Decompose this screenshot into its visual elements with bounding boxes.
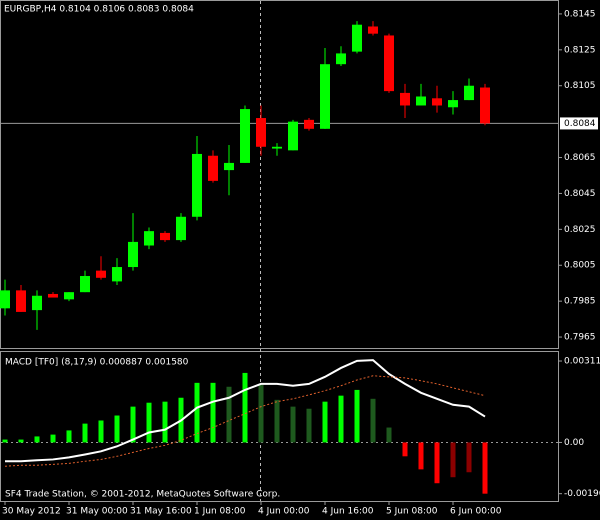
candle-body: [32, 295, 42, 311]
histogram-bar: [242, 372, 248, 443]
candle-body: [192, 153, 202, 217]
candle-body: [320, 64, 330, 129]
indicator-title: MACD [TF0] (8,17,9) 0.000887 0.001580: [5, 358, 189, 368]
x-tick-label: 6 Jun 00:00: [450, 507, 502, 517]
histogram-bar: [130, 406, 136, 443]
macd-panel-frame: [0, 351, 559, 502]
y-tick-label: 0.003115: [564, 357, 600, 367]
x-tick-label: 5 Jun 08:00: [386, 507, 438, 517]
histogram-bar: [210, 382, 216, 443]
price-label: 0.8084: [564, 119, 596, 129]
candle-body: [208, 155, 218, 181]
candle-body: [400, 92, 410, 106]
histogram-bar: [146, 402, 152, 443]
macd-line: [4, 375, 486, 467]
histogram-bar: [370, 398, 376, 443]
candle-body: [144, 231, 154, 246]
histogram-bar: [338, 395, 344, 443]
candle-body: [384, 35, 394, 92]
y-tick-label: 0.7965: [564, 333, 596, 343]
y-tick-label: 0.8125: [564, 45, 596, 55]
y-tick-label: -0.00196: [564, 489, 600, 499]
candle-body: [240, 109, 250, 163]
histogram-bar: [50, 434, 56, 443]
y-tick-label: 0.8145: [564, 9, 596, 19]
histogram-bar: [114, 415, 120, 443]
histogram-bar: [290, 406, 296, 443]
histogram-bar: [386, 427, 392, 443]
x-tick-label: 4 Jun 16:00: [322, 507, 374, 517]
y-tick-label: 0.7985: [564, 297, 596, 307]
histogram-bar: [98, 420, 104, 443]
candle-body: [480, 87, 490, 124]
histogram-bar: [450, 442, 456, 478]
y-tick-label: 0.00: [564, 438, 584, 448]
y-tick-label: 0.8045: [564, 189, 596, 199]
histogram-bar: [434, 442, 440, 484]
chart-title: EURGBP,H4 0.8104 0.8106 0.8083 0.8084: [4, 5, 194, 15]
candle-body: [160, 232, 170, 241]
candle-body: [288, 121, 298, 151]
y-tick-label: 0.8005: [564, 261, 596, 271]
x-tick-label: 1 Jun 08:00: [194, 507, 246, 517]
x-tick-label: 30 May 2012: [2, 507, 61, 517]
histogram-bar: [482, 442, 488, 494]
histogram-bar: [274, 399, 280, 443]
x-tick-label: 4 Jun 00:00: [258, 507, 310, 517]
candle-body: [448, 100, 458, 108]
candle-body: [416, 96, 426, 106]
candle-body: [176, 216, 186, 241]
footer: SF4 Trade Station, © 2001-2012, MetaQuot…: [5, 490, 280, 500]
histogram-bar: [402, 442, 408, 457]
x-tick-label: 31 May 00:00: [66, 507, 128, 517]
histogram-bar: [82, 423, 88, 443]
candle-body: [272, 146, 282, 149]
candle-body: [0, 290, 10, 309]
candle-body: [224, 162, 234, 171]
histogram-bar: [2, 439, 8, 443]
histogram-bar: [162, 401, 168, 443]
candle-body: [256, 118, 266, 147]
macd-line: [5, 359, 486, 463]
candle-body: [64, 292, 74, 300]
candle-body: [112, 267, 122, 282]
candle-body: [128, 241, 138, 268]
candle-body: [336, 53, 346, 65]
candle-body: [304, 119, 314, 129]
candle-body: [96, 270, 106, 278]
y-tick-label: 0.8105: [564, 81, 596, 91]
y-tick-label: 0.8025: [564, 225, 596, 235]
candle-body: [432, 98, 442, 106]
histogram-bar: [418, 442, 424, 470]
histogram-bar: [258, 384, 264, 443]
histogram-bar: [18, 439, 24, 443]
histogram-bar: [66, 430, 72, 443]
histogram-bar: [34, 436, 40, 443]
candle-body: [48, 293, 58, 298]
histogram-bar: [466, 442, 472, 473]
candle-body: [16, 290, 26, 312]
candle-body: [352, 24, 362, 52]
histogram-bar: [226, 386, 232, 443]
histogram-bar: [306, 408, 312, 443]
candle-body: [80, 276, 90, 293]
histogram-bar: [322, 401, 328, 443]
histogram-bar: [194, 382, 200, 443]
candle-body: [464, 85, 474, 101]
y-tick-label: 0.8065: [564, 153, 596, 163]
main-panel-frame: [0, 0, 559, 349]
x-tick-label: 31 May 16:00: [130, 507, 192, 517]
histogram-bar: [354, 389, 360, 443]
price-label-box: [560, 117, 598, 130]
candle-body: [368, 26, 378, 34]
